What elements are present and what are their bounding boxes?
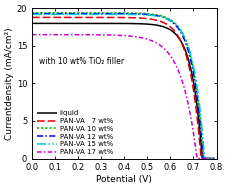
PAN-VA 10 wt% (168, 18, 171, 21)
PAN-VA 17 wt% (168, 54, 171, 57)
PAN-VA 10 wt% (187, 49, 189, 51)
PAN-VA 15 wt% (42, 13, 44, 15)
PAN-VA   7 wt% (42, 16, 44, 19)
PAN-VA 12 wt% (141, 13, 143, 15)
Line: PAN-VA   7 wt%: PAN-VA 7 wt% (32, 17, 213, 159)
Line: PAN-VA 10 wt%: PAN-VA 10 wt% (32, 13, 213, 159)
PAN-VA   7 wt% (212, 157, 215, 160)
PAN-VA   7 wt% (146, 18, 149, 20)
PAN-VA 12 wt% (30, 12, 33, 15)
PAN-VA 17 wt% (42, 33, 44, 36)
PAN-VA 10 wt% (212, 157, 215, 160)
PAN-VA   7 wt% (187, 65, 189, 67)
PAN-VA 10 wt% (202, 157, 204, 160)
PAN-VA   7 wt% (168, 26, 171, 28)
PAN-VA 17 wt% (195, 157, 197, 160)
liquid (141, 23, 143, 25)
PAN-VA 17 wt% (136, 36, 138, 38)
PAN-VA 15 wt% (136, 14, 138, 16)
PAN-VA 15 wt% (212, 157, 215, 160)
PAN-VA 12 wt% (212, 157, 215, 160)
PAN-VA 10 wt% (42, 12, 44, 14)
PAN-VA 15 wt% (146, 14, 149, 16)
PAN-VA 12 wt% (136, 13, 138, 15)
PAN-VA 17 wt% (187, 106, 189, 108)
liquid (200, 157, 203, 160)
liquid (168, 29, 171, 31)
PAN-VA 12 wt% (187, 52, 189, 54)
liquid (30, 22, 33, 25)
PAN-VA 15 wt% (168, 19, 171, 22)
PAN-VA 17 wt% (146, 38, 149, 40)
PAN-VA 12 wt% (146, 13, 149, 16)
PAN-VA 12 wt% (168, 20, 171, 22)
liquid (136, 22, 138, 25)
Line: PAN-VA 17 wt%: PAN-VA 17 wt% (32, 35, 213, 159)
X-axis label: Potential (V): Potential (V) (96, 175, 152, 184)
liquid (146, 23, 149, 25)
PAN-VA 12 wt% (201, 157, 204, 160)
PAN-VA 10 wt% (136, 12, 138, 14)
liquid (187, 60, 189, 63)
Line: PAN-VA 15 wt%: PAN-VA 15 wt% (32, 14, 213, 159)
Legend: liquid, PAN-VA   7 wt%, PAN-VA 10 wt%, PAN-VA 12 wt%, PAN-VA 15 wt%, PAN-VA 17 w: liquid, PAN-VA 7 wt%, PAN-VA 10 wt%, PAN… (37, 110, 112, 155)
Line: liquid: liquid (32, 23, 213, 159)
PAN-VA   7 wt% (136, 17, 138, 19)
PAN-VA 15 wt% (202, 157, 205, 160)
PAN-VA 17 wt% (30, 33, 33, 36)
PAN-VA   7 wt% (199, 157, 202, 160)
liquid (212, 157, 215, 160)
PAN-VA 10 wt% (30, 12, 33, 14)
PAN-VA 15 wt% (30, 13, 33, 15)
Text: with 10 wt% TiO₂ filler: with 10 wt% TiO₂ filler (39, 57, 123, 66)
PAN-VA 10 wt% (141, 12, 143, 15)
PAN-VA 10 wt% (146, 13, 149, 15)
Line: PAN-VA 12 wt%: PAN-VA 12 wt% (32, 14, 213, 159)
PAN-VA 12 wt% (42, 12, 44, 15)
PAN-VA 17 wt% (212, 157, 215, 160)
PAN-VA   7 wt% (141, 17, 143, 19)
PAN-VA 15 wt% (141, 14, 143, 16)
PAN-VA   7 wt% (30, 16, 33, 19)
liquid (42, 22, 44, 25)
PAN-VA 17 wt% (141, 37, 143, 39)
PAN-VA 15 wt% (187, 47, 189, 49)
Y-axis label: Currentdensity (mA/cm²): Currentdensity (mA/cm²) (5, 27, 14, 140)
